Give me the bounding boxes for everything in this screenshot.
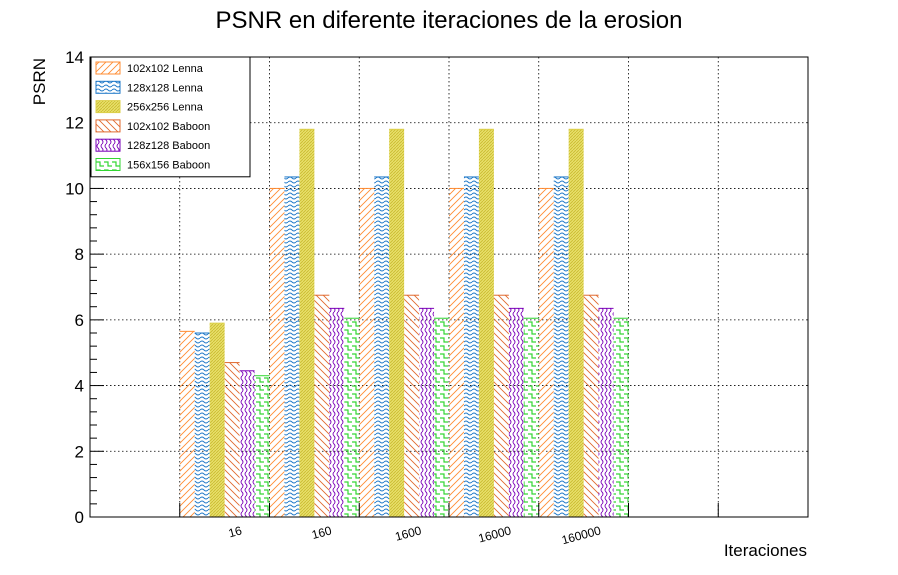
legend-label: 128z128 Baboon bbox=[127, 140, 210, 152]
bar-4-2 bbox=[329, 308, 345, 517]
legend-swatch bbox=[95, 119, 121, 133]
bar-4-4 bbox=[508, 308, 524, 517]
legend: 102x102 Lenna 128x128 Lenna 256x256 Lenna 1… bbox=[90, 56, 251, 178]
y-tick-label: 2 bbox=[75, 442, 84, 461]
legend-swatch bbox=[95, 138, 121, 152]
bar-2-3 bbox=[389, 129, 405, 518]
bar-5-3 bbox=[434, 318, 449, 517]
bars-layer bbox=[179, 128, 629, 518]
bar-2-1 bbox=[209, 323, 225, 517]
bar-1-3 bbox=[374, 176, 390, 517]
x-tick-label: 16 bbox=[227, 523, 244, 540]
bar-5-1 bbox=[254, 375, 270, 517]
y-tick-label: 0 bbox=[75, 508, 84, 527]
x-tick-label: 160 bbox=[310, 523, 333, 542]
y-tick-label: 4 bbox=[75, 377, 84, 396]
bar-0-4 bbox=[449, 188, 464, 517]
y-tick-label: 6 bbox=[75, 311, 84, 330]
bar-1-5 bbox=[553, 176, 569, 517]
bar-2-5 bbox=[568, 129, 584, 518]
bar-3-1 bbox=[224, 362, 240, 517]
bar-5-2 bbox=[344, 318, 360, 517]
legend-label: 156x156 Baboon bbox=[127, 160, 210, 172]
bar-1-4 bbox=[463, 176, 479, 517]
bar-0-2 bbox=[269, 188, 285, 517]
bar-0-1 bbox=[179, 331, 195, 517]
bar-1-1 bbox=[194, 333, 210, 517]
bar-4-3 bbox=[419, 308, 435, 517]
legend-box bbox=[90, 56, 251, 178]
x-tick-label: 160000 bbox=[560, 523, 603, 547]
y-tick-label: 14 bbox=[65, 48, 84, 67]
legend-label: 102x102 Lenna bbox=[127, 63, 204, 75]
y-tick-label: 12 bbox=[65, 114, 84, 133]
bar-5-5 bbox=[613, 318, 629, 517]
bar-5-4 bbox=[523, 318, 539, 517]
bar-4-5 bbox=[598, 308, 614, 517]
bar-4-1 bbox=[239, 370, 255, 517]
bar-3-3 bbox=[404, 295, 420, 517]
bar-1-2 bbox=[284, 176, 300, 517]
y-tick-label: 10 bbox=[65, 179, 84, 198]
y-tick-label: 8 bbox=[75, 245, 84, 264]
y-axis-title: PSRN bbox=[30, 58, 49, 105]
bar-3-5 bbox=[583, 295, 599, 517]
legend-swatch bbox=[95, 100, 121, 114]
bar-0-5 bbox=[538, 188, 554, 517]
bar-3-4 bbox=[493, 295, 509, 517]
bar-2-4 bbox=[478, 129, 494, 518]
legend-label: 102x102 Baboon bbox=[127, 121, 210, 133]
legend-label: 128x128 Lenna bbox=[127, 82, 204, 94]
x-axis-title: Iteraciones bbox=[724, 541, 807, 560]
legend-swatch bbox=[95, 158, 121, 171]
legend-swatch bbox=[95, 61, 121, 75]
bar-0-3 bbox=[359, 188, 375, 517]
bar-2-2 bbox=[299, 129, 315, 518]
chart-title: PSNR en diferente iteraciones de la eros… bbox=[216, 7, 683, 34]
x-tick-label: 16000 bbox=[477, 523, 513, 545]
legend-swatch bbox=[95, 80, 121, 94]
bar-3-2 bbox=[314, 295, 330, 517]
x-tick-label: 1600 bbox=[393, 523, 423, 544]
legend-label: 256x256 Lenna bbox=[127, 102, 204, 114]
